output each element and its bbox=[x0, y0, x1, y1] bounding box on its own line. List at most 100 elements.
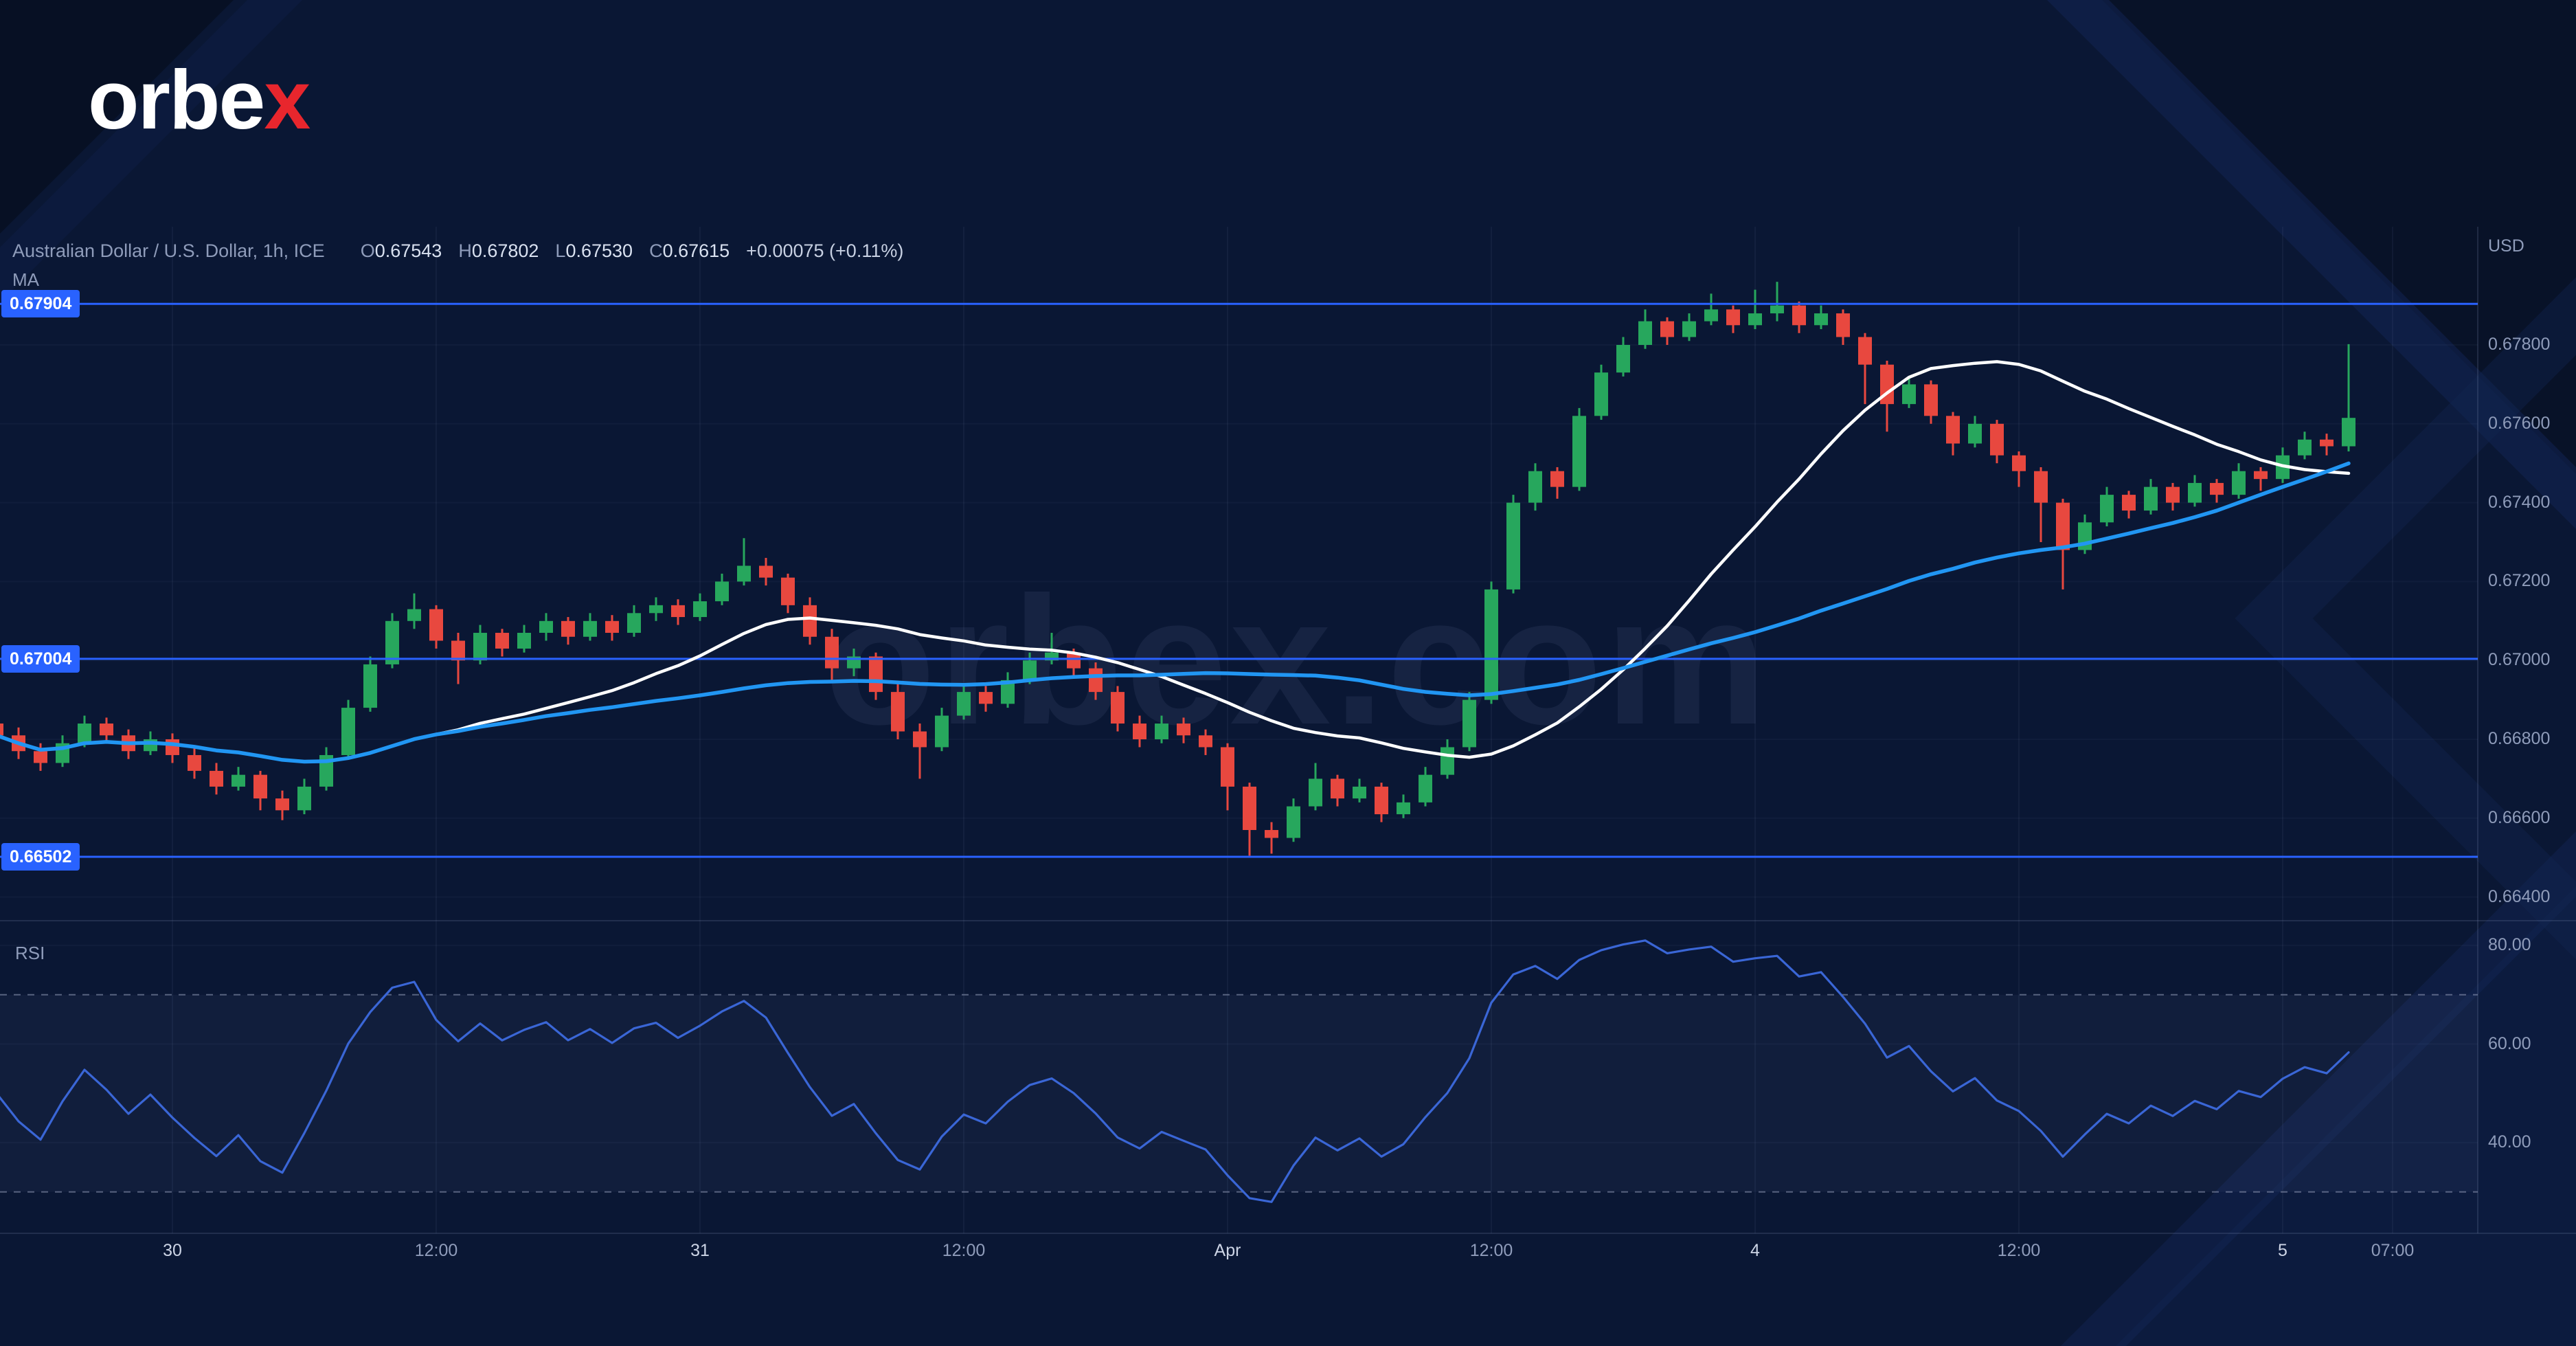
candle-body bbox=[2232, 471, 2246, 495]
candle-body bbox=[1133, 724, 1146, 739]
candle-body bbox=[1858, 337, 1872, 365]
candle-body bbox=[385, 620, 399, 664]
candle-body bbox=[627, 613, 641, 633]
candle-body bbox=[1462, 699, 1476, 748]
decor-shape bbox=[2047, 0, 2576, 529]
candle-body bbox=[275, 798, 289, 811]
candle-body bbox=[473, 633, 487, 661]
candle-body bbox=[100, 724, 113, 736]
candle-body bbox=[166, 739, 179, 755]
decor-shape bbox=[0, 0, 234, 234]
candle-body bbox=[1067, 652, 1081, 669]
candle-body bbox=[1221, 747, 1234, 787]
candle-body bbox=[1375, 786, 1388, 815]
candle-body bbox=[0, 724, 3, 736]
candle-body bbox=[1968, 423, 1982, 444]
candle-body bbox=[671, 605, 685, 618]
candle-body bbox=[1397, 802, 1410, 815]
decor-shape bbox=[2116, 886, 2576, 1346]
candle-body bbox=[1638, 321, 1652, 345]
candle-body bbox=[2144, 486, 2158, 511]
candle-body bbox=[1243, 786, 1256, 831]
candle-body bbox=[957, 692, 971, 716]
candle-body bbox=[2056, 502, 2070, 550]
candle-body bbox=[2254, 471, 2268, 480]
candle-body bbox=[1045, 652, 1059, 661]
candle-body bbox=[539, 620, 553, 633]
candle-body bbox=[2342, 418, 2355, 447]
candle-body bbox=[1946, 416, 1960, 444]
candle-body bbox=[2122, 495, 2136, 511]
candle-body bbox=[1616, 345, 1630, 373]
candle-body bbox=[1001, 680, 1015, 704]
candle-body bbox=[1594, 372, 1608, 416]
candlestick-series[interactable] bbox=[0, 282, 2355, 856]
candle-body bbox=[1550, 471, 1564, 487]
candle-body bbox=[1155, 724, 1168, 739]
candle-body bbox=[451, 640, 465, 661]
candle-body bbox=[2298, 439, 2312, 456]
candle-body bbox=[1770, 305, 1784, 314]
candle-body bbox=[715, 581, 729, 602]
candle-body bbox=[2100, 495, 2114, 523]
candle-body bbox=[1814, 313, 1828, 326]
candle-body bbox=[210, 770, 223, 787]
candle-body bbox=[1331, 778, 1344, 799]
decor-shape bbox=[2102, 0, 2576, 474]
candle-body bbox=[1111, 692, 1125, 724]
decor-shape bbox=[2061, 831, 2576, 1346]
rsi-line bbox=[0, 939, 2350, 1203]
orbex-logo-x: x bbox=[264, 53, 310, 146]
candle-body bbox=[1792, 305, 1806, 326]
candle-body bbox=[34, 751, 47, 763]
candle-body bbox=[78, 724, 91, 743]
candle-body bbox=[1089, 668, 1103, 693]
rsi-band-fill bbox=[0, 994, 2478, 1192]
candle-body bbox=[2210, 482, 2224, 495]
candle-body bbox=[1924, 384, 1938, 416]
candle-body bbox=[1419, 774, 1432, 803]
orbex-logo-white: orbe bbox=[88, 53, 265, 146]
decor-shape bbox=[0, 0, 302, 302]
candle-body bbox=[1990, 423, 2004, 456]
candle-body bbox=[1506, 502, 1520, 590]
candle-body bbox=[1902, 384, 1916, 405]
candle-body bbox=[935, 715, 949, 748]
candle-body bbox=[583, 620, 597, 637]
candle-body bbox=[649, 605, 663, 614]
candle-body bbox=[803, 605, 817, 637]
candle-body bbox=[913, 731, 927, 748]
decor-shape bbox=[2235, 277, 2576, 960]
candle-body bbox=[407, 609, 421, 621]
candle-body bbox=[2320, 439, 2334, 447]
candle-body bbox=[1836, 313, 1850, 337]
candle-body bbox=[561, 620, 575, 637]
price-axis[interactable] bbox=[2478, 227, 2576, 1233]
candle-body bbox=[605, 620, 619, 633]
candle-body bbox=[2034, 471, 2048, 503]
candle-body bbox=[2188, 482, 2202, 503]
time-axis[interactable] bbox=[0, 1233, 2576, 1281]
orbex-logo: orbex bbox=[88, 52, 310, 148]
grid bbox=[0, 227, 2478, 1233]
candle-body bbox=[517, 633, 531, 649]
rsi-pane[interactable] bbox=[0, 939, 2478, 1203]
candle-body bbox=[1682, 321, 1696, 337]
candle-body bbox=[1726, 309, 1740, 326]
candle-body bbox=[781, 577, 795, 605]
ma-line[interactable] bbox=[0, 461, 2351, 764]
candle-body bbox=[1660, 321, 1674, 337]
candle-body bbox=[1177, 724, 1190, 736]
candle-body bbox=[1440, 747, 1454, 775]
candle-body bbox=[2012, 455, 2026, 471]
candle-body bbox=[891, 692, 905, 732]
candle-body bbox=[759, 565, 773, 578]
candle-body bbox=[495, 633, 509, 649]
candle-body bbox=[1353, 786, 1366, 799]
candle-body bbox=[429, 609, 443, 641]
candle-body bbox=[737, 565, 751, 582]
candle-body bbox=[1265, 830, 1278, 838]
